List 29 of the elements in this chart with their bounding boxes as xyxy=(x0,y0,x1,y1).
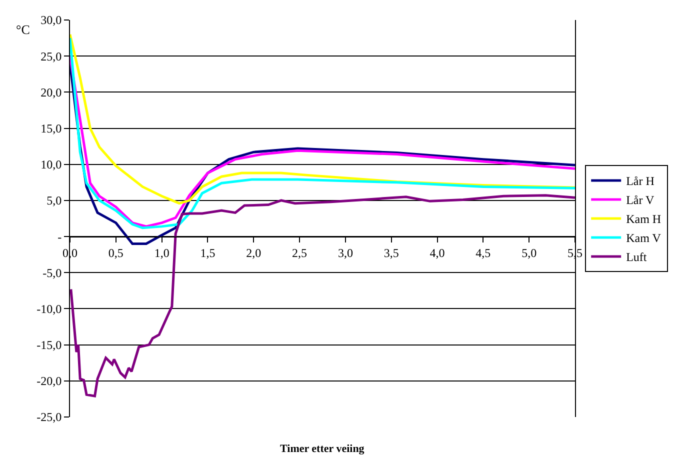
x-tick-label: 0,5 xyxy=(108,246,124,260)
x-axis-title: Timer etter veiing xyxy=(280,443,365,455)
x-tick-label: 4,5 xyxy=(476,246,491,260)
y-tick-label: 5,0 xyxy=(46,194,62,208)
legend-label: Kam H xyxy=(626,212,662,226)
y-tick-label: -25,0 xyxy=(36,410,62,424)
y-tick-label: 15,0 xyxy=(40,121,62,136)
x-tick-label: 4,0 xyxy=(430,246,445,260)
y-tick-label: -20,0 xyxy=(36,374,62,388)
x-tick-label: 2,5 xyxy=(292,246,308,260)
x-tick-label: 1,5 xyxy=(200,246,216,260)
x-tick-label: 5,0 xyxy=(522,246,537,260)
y-tick-label: -15,0 xyxy=(36,338,62,352)
x-tick-label: 1,0 xyxy=(154,246,170,260)
legend-label: Lår V xyxy=(626,193,655,208)
x-tick-label: 3,5 xyxy=(384,246,399,260)
y-tick-label: 30,0 xyxy=(40,13,62,28)
y-axis-title: °C xyxy=(16,22,30,37)
y-tick-label: -5,0 xyxy=(42,266,62,280)
y-tick-label: 10,0 xyxy=(40,158,62,172)
y-tick-label: -10,0 xyxy=(36,302,62,316)
x-tick-label: 2,0 xyxy=(246,246,262,260)
y-tick-label: 25,0 xyxy=(40,49,62,64)
legend-label: Kam V xyxy=(626,231,662,246)
legend-label: Lår H xyxy=(626,174,655,188)
legend-label: Luft xyxy=(626,250,648,264)
y-tick-label: - xyxy=(58,230,62,244)
x-tick-label: 3,0 xyxy=(338,246,353,260)
y-tick-label: 20,0 xyxy=(40,85,62,100)
